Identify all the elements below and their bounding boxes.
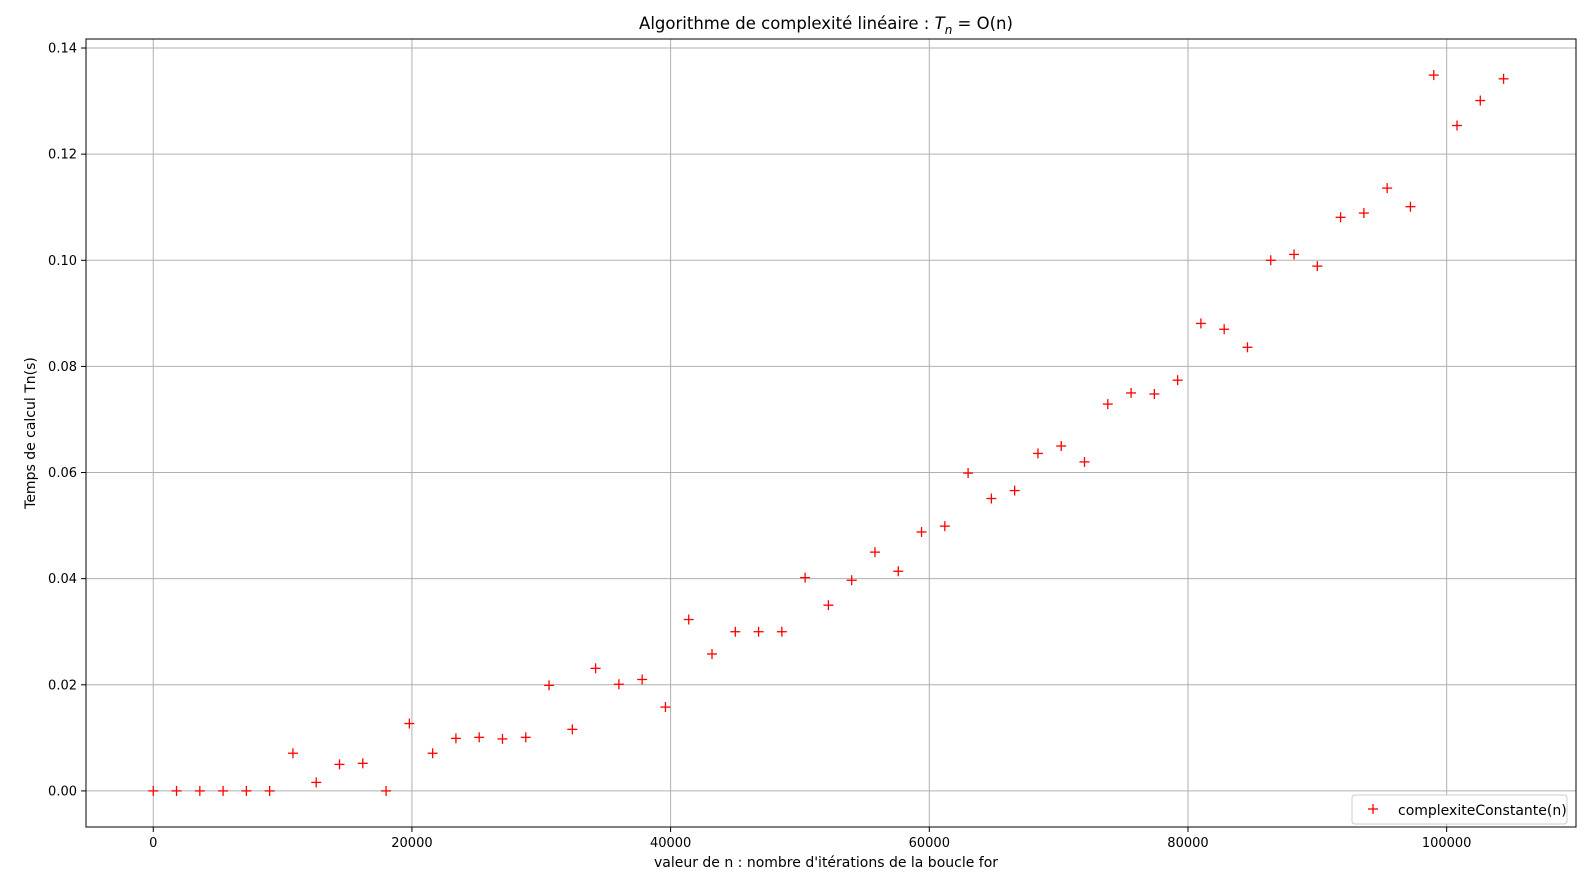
data-point	[450, 733, 461, 744]
data-point	[1452, 120, 1463, 131]
data-point	[287, 748, 298, 759]
chart-title-math-subscript: n	[945, 23, 953, 37]
data-point	[1475, 95, 1486, 106]
data-point	[1219, 324, 1230, 335]
legend-marker-icon	[1368, 804, 1378, 814]
x-tick-label: 0	[149, 836, 157, 851]
data-point	[404, 718, 415, 729]
data-point	[171, 785, 182, 796]
data-point	[707, 649, 718, 660]
y-tick-label: 0.14	[48, 42, 77, 57]
x-tick-label: 80000	[1167, 836, 1208, 851]
x-tick-label: 20000	[391, 836, 432, 851]
data-point	[544, 680, 555, 691]
data-point	[218, 785, 229, 796]
data-point	[1242, 342, 1253, 353]
x-axis-label: valeur de n : nombre d'itérations de la …	[654, 855, 998, 871]
y-tick-label: 0.02	[48, 678, 77, 693]
data-point	[590, 663, 601, 674]
data-point	[1126, 387, 1137, 398]
data-point	[637, 674, 648, 685]
data-point	[1009, 485, 1020, 496]
data-point	[264, 785, 275, 796]
x-tick-label: 100000	[1422, 836, 1472, 851]
data-point	[1195, 318, 1206, 329]
axis-ticks: 0 20000 40000 60000 80000 100000 0.00 0.02 0.04 0…	[48, 42, 1471, 851]
data-point	[823, 600, 834, 611]
data-point	[1498, 73, 1509, 84]
data-point	[194, 785, 205, 796]
legend-marker-plus	[1368, 804, 1378, 814]
legend-box	[1351, 794, 1568, 825]
data-point	[1405, 201, 1416, 212]
chart-title-math-base: T	[935, 14, 947, 33]
data-point	[1079, 456, 1090, 467]
data-points	[148, 70, 1509, 796]
data-point	[846, 575, 857, 586]
data-point	[683, 614, 694, 625]
data-point	[427, 748, 438, 759]
y-tick-label: 0.04	[48, 572, 77, 587]
data-point	[1032, 448, 1043, 459]
data-point	[1428, 70, 1439, 81]
grid	[86, 39, 1576, 827]
x-tick-label: 40000	[650, 836, 691, 851]
data-point	[148, 785, 159, 796]
data-point	[520, 732, 531, 743]
data-point	[986, 493, 997, 504]
plot-area-frame	[85, 38, 1577, 828]
y-tick-label: 0.10	[48, 254, 77, 269]
data-point	[311, 777, 322, 788]
data-point	[800, 572, 811, 583]
data-point	[753, 626, 764, 637]
data-point	[567, 724, 578, 735]
data-point	[1102, 399, 1113, 410]
data-point	[497, 733, 508, 744]
data-point	[776, 626, 787, 637]
data-point	[241, 785, 252, 796]
chart-title-math-rest: = O(n)	[952, 14, 1013, 33]
data-point	[963, 468, 974, 479]
data-point	[1358, 208, 1369, 219]
x-tick-label: 60000	[909, 836, 950, 851]
chart-title-text: Algorithme de complexité linéaire :	[639, 14, 935, 33]
data-point	[730, 626, 741, 637]
data-point	[1172, 375, 1183, 386]
legend: complexiteConstante(n)	[1351, 794, 1568, 825]
data-point	[357, 758, 368, 769]
y-axis-label: Temps de calcul Tn(s)	[23, 357, 39, 510]
data-point	[1265, 255, 1276, 266]
data-point	[1289, 249, 1300, 260]
data-point	[334, 759, 345, 770]
data-point	[613, 679, 624, 690]
data-point	[381, 785, 392, 796]
y-tick-label: 0.06	[48, 466, 77, 481]
data-point	[1312, 261, 1323, 272]
data-point	[1382, 183, 1393, 194]
chart-title: Algorithme de complexité linéaire : Tn =…	[639, 14, 1013, 37]
data-point	[893, 566, 904, 577]
data-point	[1056, 441, 1067, 452]
data-point	[1335, 212, 1346, 223]
data-point	[939, 521, 950, 532]
data-point	[1149, 388, 1160, 399]
y-tick-label: 0.08	[48, 360, 77, 375]
y-tick-label: 0.12	[48, 148, 77, 163]
data-point	[869, 547, 880, 558]
data-point	[660, 702, 671, 713]
data-point	[916, 526, 927, 537]
y-tick-label: 0.00	[48, 784, 77, 799]
data-point	[474, 732, 485, 743]
legend-label: complexiteConstante(n)	[1398, 803, 1567, 819]
